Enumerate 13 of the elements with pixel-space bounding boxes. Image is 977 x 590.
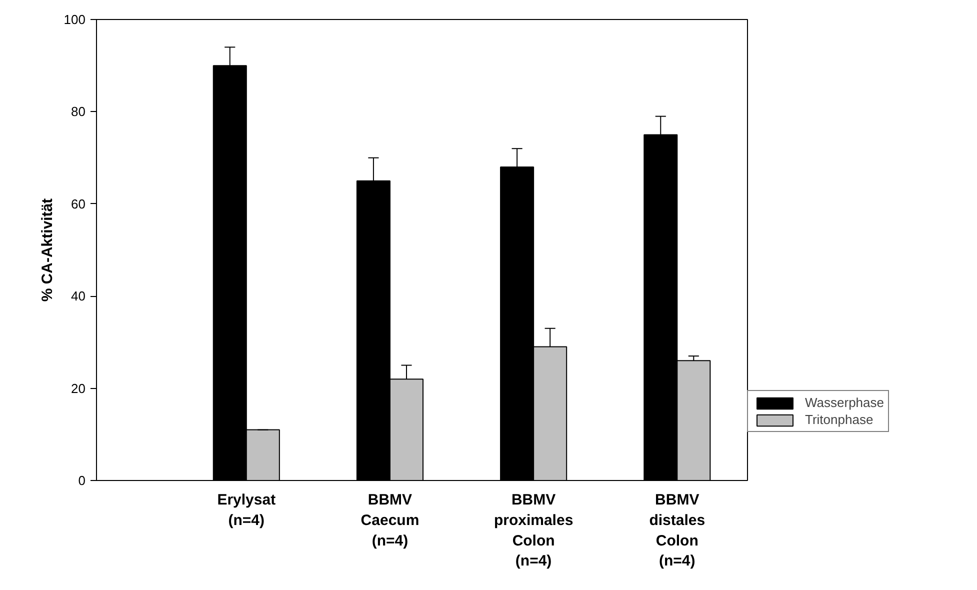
x-tick-label: BBMV proximales Colon (n=4) — [494, 492, 574, 570]
y-axis-title: % CA-Aktivität — [38, 198, 56, 302]
x-tick-label: BBMV Caecum (n=4) — [360, 492, 420, 550]
y-tick-label: 0 — [78, 473, 86, 488]
y-tick-label: 80 — [71, 104, 86, 120]
legend-label: Tritonphase — [805, 412, 874, 427]
y-tick-label: 40 — [71, 288, 86, 304]
x-tick-label: BBMV distales Colon (n=4) — [649, 492, 706, 570]
y-tick-label: 60 — [71, 196, 86, 212]
legend-label: Wasserphase — [805, 395, 884, 410]
x-tick-label: Erylysat (n=4) — [217, 492, 276, 529]
y-tick-label: 20 — [71, 380, 86, 396]
y-tick-label: 100 — [64, 12, 86, 27]
